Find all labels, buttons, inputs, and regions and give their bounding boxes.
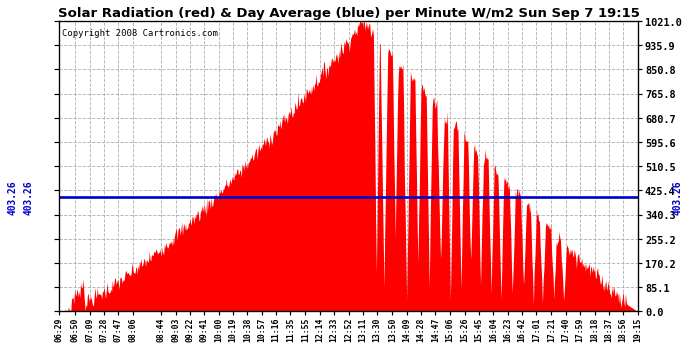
Text: Copyright 2008 Cartronics.com: Copyright 2008 Cartronics.com: [63, 29, 218, 38]
Text: 403.26: 403.26: [672, 180, 682, 214]
Text: 403.26: 403.26: [23, 180, 34, 214]
Text: 403.26: 403.26: [8, 180, 17, 214]
Title: Solar Radiation (red) & Day Average (blue) per Minute W/m2 Sun Sep 7 19:15: Solar Radiation (red) & Day Average (blu…: [58, 7, 639, 20]
